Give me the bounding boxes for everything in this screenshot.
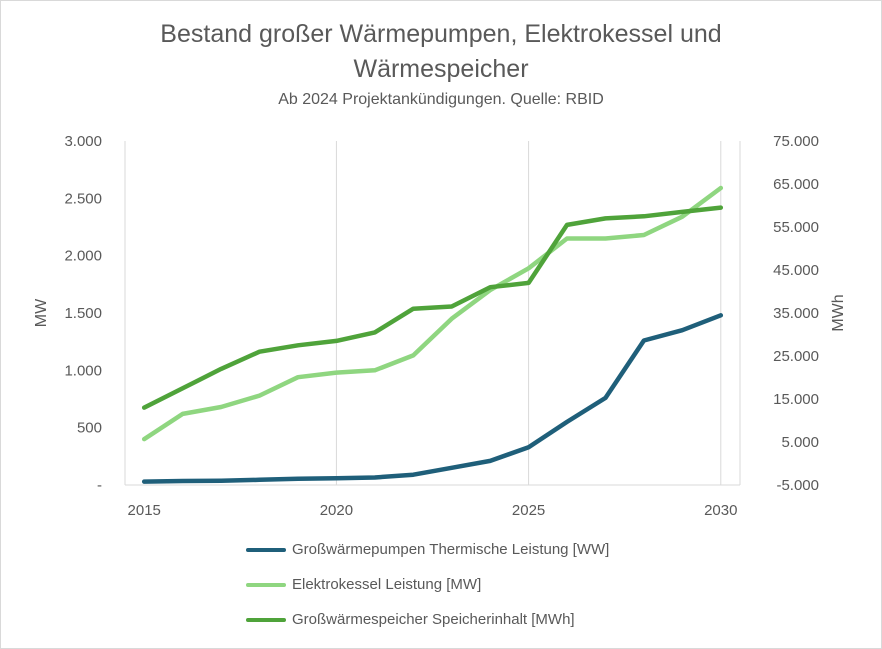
x-tick-label: 2020 [320,502,353,519]
legend-label-waermespeicher: Großwärmespeicher Speicherinhalt [MWh] [292,611,575,628]
y-tick-label: 2.000 [64,248,102,265]
x-tick-label: 2015 [128,502,161,519]
y2-tick-label: 75.000 [773,133,819,150]
y-tick-label: - [97,477,102,494]
y-tick-label: 500 [77,420,102,437]
y2-tick-label: 15.000 [773,391,819,408]
y2-tick-label: 65.000 [773,176,819,193]
chart-title-line1: Bestand großer Wärmepumpen, Elektrokesse… [160,20,722,48]
y2-tick-label: 35.000 [773,305,819,322]
y2-tick-label: 45.000 [773,262,819,279]
legend-swatch-elektrokessel [246,583,286,588]
x-tick-label: 2030 [704,502,737,519]
y-tick-label: 2.500 [64,190,102,207]
y-tick-label: 3.000 [64,133,102,150]
legend-item-waermespeicher: Großwärmespeicher Speicherinhalt [MWh] [246,611,575,628]
series-line-elektrokessel [141,185,724,442]
legend-swatch-waermepumpen [246,548,286,553]
chart-subtitle: Ab 2024 Projektankündigungen. Quelle: RB… [278,91,604,108]
legend-label-elektrokessel: Elektrokessel Leistung [MW] [292,576,482,593]
y2-tick-label: 5.000 [781,434,819,451]
gridlines [124,141,741,485]
legend-label-waermepumpen: Großwärmepumpen Thermische Leistung [WW] [292,541,610,558]
chart-title-line2: Wärmespeicher [353,55,529,83]
y2-tick-label: 25.000 [773,348,819,365]
y-tick-label: 1.500 [64,305,102,322]
y2-axis-title: MWh [830,294,847,331]
series-lines [141,185,724,484]
series-line-waermepumpen [141,313,724,484]
legend-swatch-waermespeicher [246,618,286,623]
legend-item-elektrokessel: Elektrokessel Leistung [MW] [246,576,481,593]
legend-item-waermepumpen: Großwärmepumpen Thermische Leistung [WW] [246,541,609,558]
y-axis-title: MW [33,298,50,327]
y-tick-label: 1.000 [64,362,102,379]
y2-tick-label: 55.000 [773,219,819,236]
tick-labels: 2015 2020 2025 2030 - 500 1.000 1.500 2.000 2.500… [33,133,847,519]
y2-tick-label: -5.000 [776,477,819,494]
x-tick-label: 2025 [512,502,545,519]
series-line-waermespeicher [141,205,724,410]
